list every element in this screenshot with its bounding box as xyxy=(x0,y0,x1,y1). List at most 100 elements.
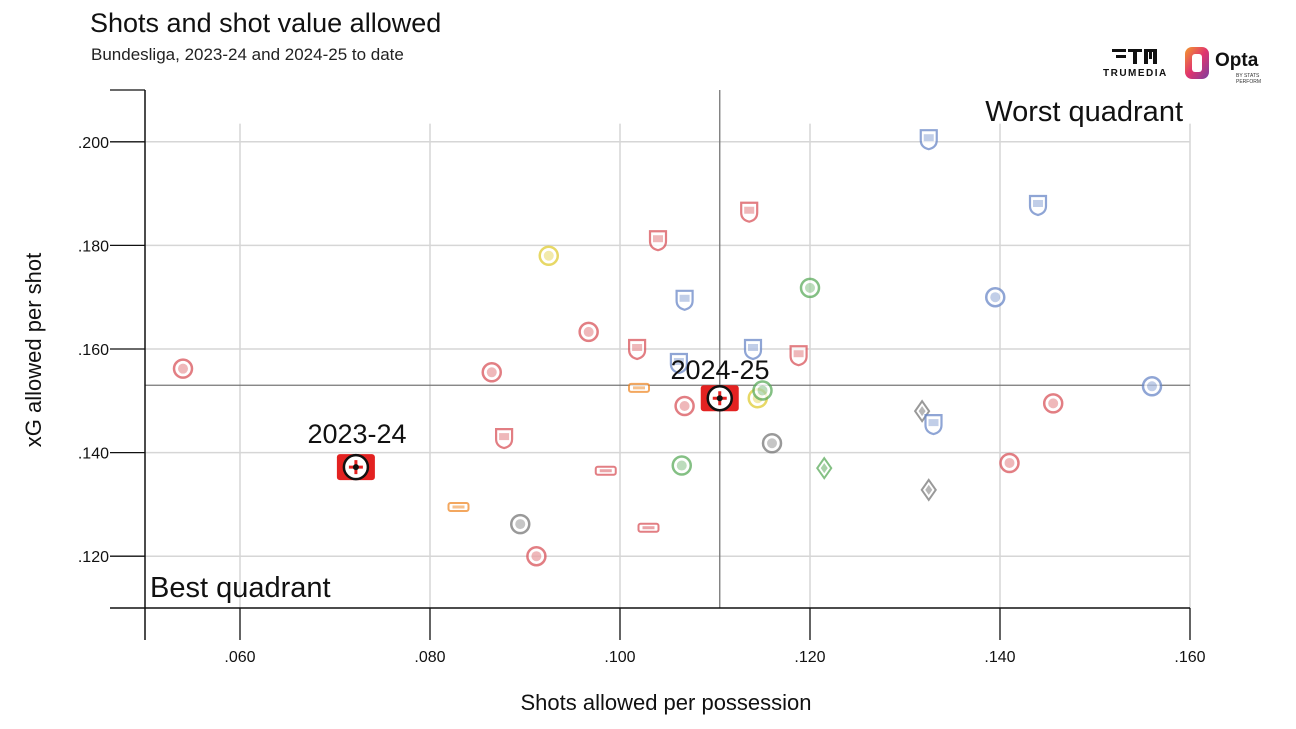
crest-inner xyxy=(805,282,815,293)
crest-inner xyxy=(1004,457,1015,468)
crest-outline xyxy=(999,452,1020,474)
crest-inner xyxy=(599,469,612,473)
crest-inner xyxy=(923,134,934,142)
opta-logo-icon xyxy=(1185,47,1209,79)
crest-outline xyxy=(752,380,773,401)
crest-outline xyxy=(538,245,559,267)
crest-inner xyxy=(918,406,926,417)
team-crest-point xyxy=(671,455,692,476)
crest-inner xyxy=(178,363,188,374)
crest-outline xyxy=(669,352,688,375)
crest-inner xyxy=(673,357,684,365)
crest-inner xyxy=(583,326,594,337)
crest-inner xyxy=(679,400,690,411)
crest-inner xyxy=(452,505,465,509)
crest-outline xyxy=(675,289,694,311)
team-crest-point xyxy=(674,395,695,417)
crest-outline xyxy=(743,338,763,361)
team-crest-point xyxy=(799,277,821,299)
team-crest-point xyxy=(578,321,599,343)
crest-outline xyxy=(671,455,692,476)
crest-inner xyxy=(653,235,663,243)
team-crest-point xyxy=(526,545,547,567)
crest-inner xyxy=(744,206,755,214)
crest-outline xyxy=(628,338,647,361)
team-crest-point xyxy=(920,478,937,502)
crest-outline xyxy=(526,545,547,567)
team-crest-point xyxy=(538,245,559,267)
team-crest-point xyxy=(594,465,617,476)
x-tick-label: .060 xyxy=(224,649,255,666)
team-crest-point xyxy=(669,352,688,375)
season-2023-label: 2023-24 xyxy=(307,419,406,449)
crest-inner xyxy=(499,433,510,441)
team-crest-point xyxy=(628,382,650,393)
crest-inner xyxy=(676,460,687,471)
team-crest-point xyxy=(743,338,763,361)
crest-inner xyxy=(515,519,526,530)
team-crest-point xyxy=(675,289,694,311)
x-tick-label: .080 xyxy=(414,649,445,666)
crest-outline xyxy=(481,362,502,383)
crest-inner xyxy=(679,294,690,302)
team-crest-point xyxy=(628,338,647,361)
x-tick-label: .140 xyxy=(984,649,1015,666)
y-tick-label: .200 xyxy=(78,135,109,152)
season-2024-label: 2024-25 xyxy=(670,355,769,385)
team-crest-point xyxy=(481,362,502,383)
crest-outline xyxy=(1042,393,1064,414)
crest-inner xyxy=(632,344,643,351)
team-crest-point xyxy=(648,230,668,252)
trumedia-wordmark: TRUMEDIA xyxy=(1103,68,1168,79)
crest-inner xyxy=(531,551,542,562)
crest-inner xyxy=(990,292,1001,303)
crest-outline xyxy=(985,286,1006,308)
reference-lines xyxy=(145,90,1190,608)
y-tick-label: .120 xyxy=(78,549,109,566)
branding: TRUMEDIA Opta BY STATS PERFORM xyxy=(1098,44,1268,85)
team-crest-point xyxy=(816,456,833,480)
crest-outline xyxy=(510,513,531,535)
team-crest-point xyxy=(1042,393,1064,414)
crest-outline xyxy=(578,321,599,343)
y-tick-label: .140 xyxy=(78,446,109,463)
crest-inner xyxy=(925,484,933,495)
data-points xyxy=(172,129,1163,567)
team-crest-point xyxy=(789,345,808,367)
team-crest-point xyxy=(510,513,531,535)
y-tick-label: .180 xyxy=(78,238,109,255)
team-crest-point xyxy=(740,201,759,223)
leverkusen-crest-point xyxy=(336,453,375,481)
annotations: Worst quadrant Best quadrant 2023-24 202… xyxy=(150,96,1183,604)
crest-inner xyxy=(928,419,939,427)
team-crest-point xyxy=(924,414,943,436)
team-crest-point xyxy=(495,427,514,450)
opta-wordmark: Opta xyxy=(1215,50,1259,71)
crest-outline xyxy=(761,433,783,454)
crest-inner xyxy=(757,385,768,396)
y-tick-label: .160 xyxy=(78,342,109,359)
team-crest-point xyxy=(1028,194,1048,217)
leverkusen-crest-point xyxy=(700,384,739,412)
team-crest-point xyxy=(172,358,194,379)
crest-inner xyxy=(642,526,655,530)
crest-inner xyxy=(543,250,554,261)
chart-title: Shots and shot value allowed xyxy=(90,8,442,38)
team-crest-point xyxy=(752,380,773,401)
trumedia-logo-icon xyxy=(1112,49,1157,64)
team-crest-point xyxy=(985,286,1006,308)
crest-inner xyxy=(1147,381,1157,392)
crest-inner xyxy=(748,344,758,351)
crest-outline xyxy=(740,201,759,223)
team-crest-point xyxy=(447,501,470,512)
grid xyxy=(145,123,1191,608)
x-axis-title: Shots allowed per possession xyxy=(520,690,811,715)
opta-subtext: BY STATS PERFORM xyxy=(1236,73,1261,85)
crest-outline xyxy=(648,230,668,252)
team-crest-point xyxy=(919,129,938,151)
highlight-points xyxy=(336,384,739,481)
crest-center xyxy=(352,464,359,471)
crest-outline xyxy=(1141,376,1163,397)
crest-center xyxy=(716,395,723,402)
